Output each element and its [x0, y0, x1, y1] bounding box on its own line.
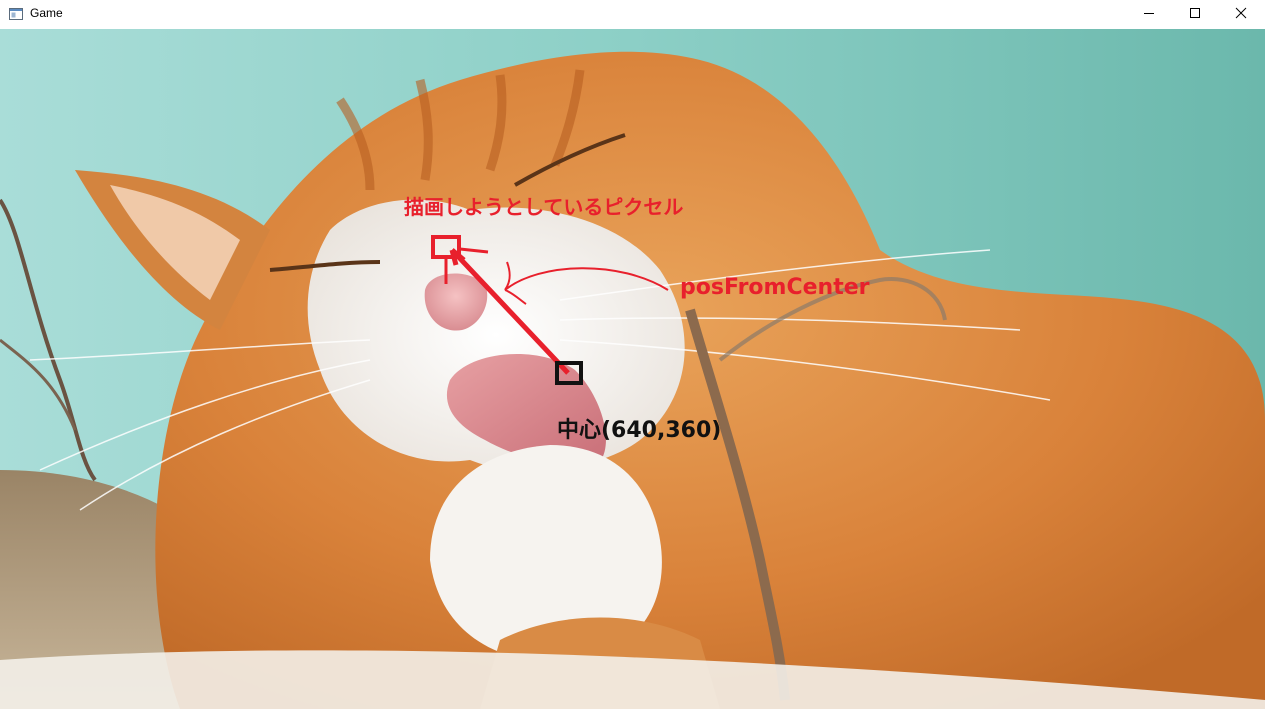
- center-pixel-marker: [555, 361, 583, 385]
- close-button[interactable]: [1218, 0, 1264, 29]
- cat-paw: [430, 445, 662, 662]
- cat-right-eye: [514, 133, 626, 187]
- cat-left-ear-inner: [110, 185, 240, 300]
- window-title: Game: [30, 6, 63, 20]
- title-bar[interactable]: Game: [0, 0, 1265, 30]
- cat-nose: [424, 273, 488, 331]
- fur-stripe: [485, 74, 507, 172]
- cat-left-eye: [269, 260, 381, 272]
- cat-scene: 描画しようとしているピクセル posFromCenter 中心(640,360): [0, 29, 1265, 709]
- fur-stripe: [415, 78, 433, 181]
- maximize-button[interactable]: [1172, 0, 1218, 29]
- maximize-icon: [1189, 6, 1201, 24]
- minimize-icon: [1143, 6, 1155, 24]
- fur-stripe: [336, 97, 375, 191]
- pos-from-center-arrow-line: [450, 248, 570, 375]
- target-pixel-label: 描画しようとしているピクセル: [404, 195, 683, 219]
- pos-from-center-pointer: [504, 261, 669, 305]
- foreground-blur: [0, 650, 1265, 709]
- pos-from-center-label: posFromCenter: [680, 275, 870, 300]
- minimize-button[interactable]: [1126, 0, 1172, 29]
- target-pixel-stem: [444, 247, 489, 284]
- twig: [685, 308, 790, 701]
- center-label: 中心(640,360): [557, 418, 721, 443]
- pos-from-center-arrowhead: [449, 248, 466, 266]
- twig-branch: [718, 277, 947, 362]
- dry-plant: [0, 198, 97, 482]
- dry-plant-2: [0, 338, 77, 431]
- game-viewport[interactable]: 描画しようとしているピクセル posFromCenter 中心(640,360): [0, 29, 1265, 709]
- close-icon: [1235, 6, 1247, 24]
- app-window-icon: [8, 6, 24, 22]
- fur-stripe: [550, 69, 585, 167]
